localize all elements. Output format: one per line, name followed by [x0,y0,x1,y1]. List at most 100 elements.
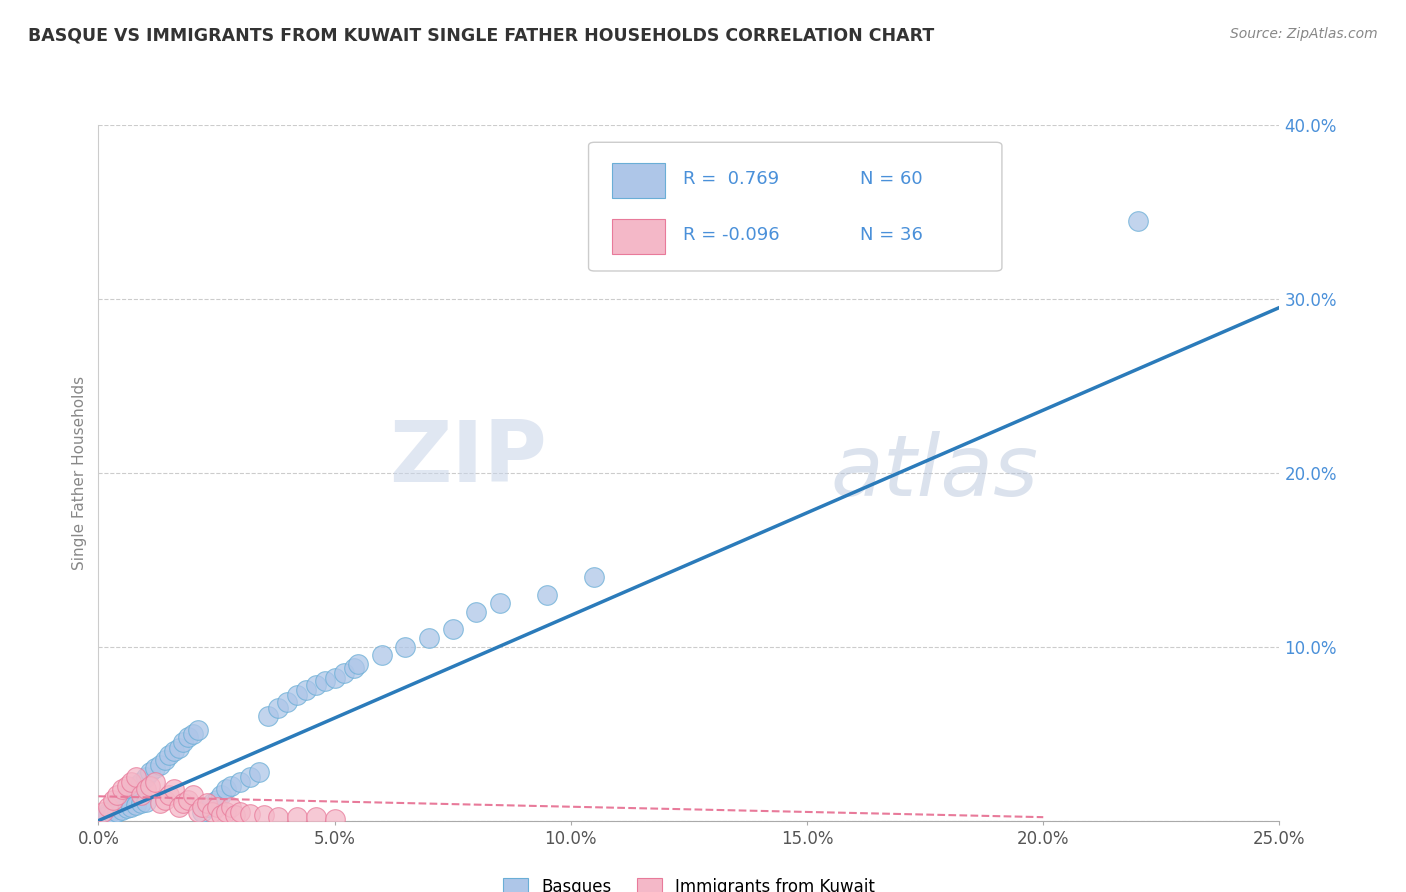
Point [583,570,606,584]
Point [97,808,120,822]
Point [167,740,190,755]
Point [195,796,218,810]
Point [172,796,194,810]
Point [177,793,200,807]
Point [215,782,238,797]
Point [129,788,152,802]
Point [394,640,416,654]
Point [342,660,364,674]
Point [91,810,114,824]
Point [489,596,512,610]
Point [371,648,394,663]
Point [135,795,157,809]
Point [181,726,204,740]
Point [163,744,186,758]
Point [91,805,114,819]
Point [229,805,252,819]
Point [441,623,464,637]
Point [121,799,143,814]
Point [97,799,120,814]
Point [285,810,308,824]
Text: N = 36: N = 36 [860,226,924,244]
Point [101,799,124,814]
Point [239,806,262,821]
Point [153,793,176,807]
Text: BASQUE VS IMMIGRANTS FROM KUWAIT SINGLE FATHER HOUSEHOLDS CORRELATION CHART: BASQUE VS IMMIGRANTS FROM KUWAIT SINGLE … [28,27,935,45]
Point [101,793,124,807]
Point [157,747,180,762]
Point [181,788,204,802]
Point [267,810,290,824]
Point [219,799,242,814]
Point [97,805,120,819]
Point [125,797,148,812]
FancyBboxPatch shape [612,219,665,253]
Point [121,775,143,789]
Point [139,764,162,779]
Point [105,805,128,819]
Point [121,782,143,797]
Point [115,779,138,793]
Point [125,770,148,784]
Text: R =  0.769: R = 0.769 [683,170,779,188]
Point [125,779,148,793]
Point [111,803,134,817]
Legend: Basques, Immigrants from Kuwait: Basques, Immigrants from Kuwait [496,871,882,892]
Point [257,709,280,723]
Point [135,782,157,797]
Point [187,723,209,738]
Point [191,805,214,819]
Point [253,808,276,822]
Point [285,689,308,703]
Text: N = 60: N = 60 [860,170,922,188]
Point [139,779,162,793]
FancyBboxPatch shape [612,163,665,198]
Point [105,796,128,810]
Point [205,793,228,807]
Point [276,695,298,709]
Point [101,806,124,821]
Point [111,782,134,797]
Point [149,758,172,772]
Point [209,788,232,802]
Point [267,700,290,714]
Point [143,775,166,789]
Point [129,796,152,810]
Point [115,788,138,802]
Point [111,793,134,807]
Point [115,801,138,815]
Point [418,631,440,645]
Text: ZIP: ZIP [389,417,547,500]
Point [224,808,246,822]
Point [143,761,166,775]
Point [215,805,238,819]
Point [229,775,252,789]
Text: R = -0.096: R = -0.096 [683,226,780,244]
Point [153,753,176,767]
Point [323,812,346,826]
Point [167,799,190,814]
Point [333,665,356,680]
Point [129,775,152,789]
FancyBboxPatch shape [589,143,1002,271]
Text: atlas: atlas [831,431,1039,515]
Point [157,788,180,802]
Point [187,805,209,819]
Point [135,770,157,784]
Point [149,796,172,810]
Point [201,796,224,810]
Point [295,683,318,698]
Point [209,808,232,822]
Point [347,657,370,671]
Point [305,678,328,692]
Point [305,810,328,824]
Point [1126,213,1149,227]
Point [163,782,186,797]
Point [172,735,194,749]
Point [177,730,200,744]
Y-axis label: Single Father Households: Single Father Households [72,376,87,570]
Point [195,799,218,814]
Point [205,799,228,814]
Point [239,770,262,784]
Point [191,799,214,814]
